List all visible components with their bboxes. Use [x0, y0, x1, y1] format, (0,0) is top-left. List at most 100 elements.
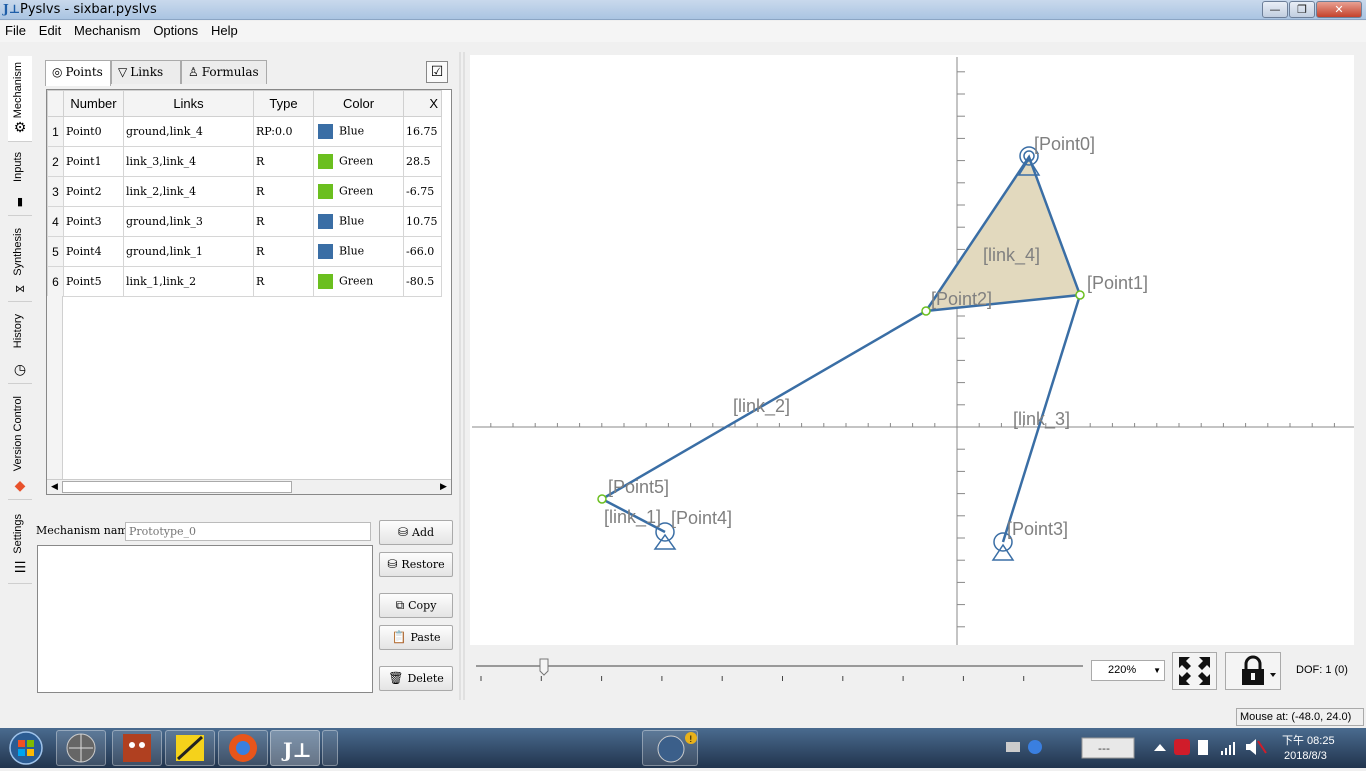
restore-button[interactable]: ⛁ Restore [379, 552, 453, 577]
paste-button[interactable]: 📋 Paste [379, 625, 453, 650]
menu-options[interactable]: Options [153, 23, 199, 38]
row-number[interactable]: 4 [47, 206, 64, 237]
start-button[interactable] [4, 730, 48, 766]
taskbar-app-2[interactable] [112, 730, 162, 766]
sidetab-settings[interactable]: Settings ☰ [8, 508, 32, 584]
column-header[interactable]: X [403, 90, 442, 117]
menu-mechanism[interactable]: Mechanism [74, 23, 141, 38]
taskbar-app-4[interactable] [218, 730, 268, 766]
scroll-thumb[interactable] [62, 481, 292, 493]
row-number[interactable]: 6 [47, 266, 64, 297]
menu-help[interactable]: Help [210, 23, 238, 38]
row-number[interactable]: 2 [47, 146, 64, 177]
table-row[interactable]: 6 Point5 link_1,link_2 R Green -80.5 [47, 266, 442, 297]
row-number[interactable]: 1 [47, 116, 64, 147]
select-mode-button[interactable]: ☑ [426, 61, 448, 83]
ground-joint-point0[interactable] [1017, 146, 1041, 176]
zoom-slider[interactable] [474, 656, 1086, 686]
copy-button[interactable]: ⧉ Copy [379, 593, 453, 618]
cell-number[interactable]: Point2 [63, 176, 124, 207]
zoom-to-fit-button[interactable] [1172, 652, 1217, 690]
joint-point5[interactable] [597, 494, 607, 504]
column-header[interactable]: Number [63, 90, 124, 117]
joint-point1[interactable] [1075, 290, 1085, 300]
cell-number[interactable]: Point1 [63, 146, 124, 177]
tab-links[interactable]: ▽ Links [111, 60, 181, 84]
column-header[interactable]: Links [123, 90, 254, 117]
close-button[interactable]: ✕ [1316, 1, 1362, 18]
cell-type[interactable]: R [253, 236, 314, 267]
ground-joint-point4[interactable] [653, 522, 677, 550]
menu-file[interactable]: File [5, 23, 26, 38]
cell-links[interactable]: ground,link_1 [123, 236, 254, 267]
cell-number[interactable]: Point3 [63, 206, 124, 237]
taskbar-scroll[interactable] [322, 730, 338, 766]
table-row[interactable]: 2 Point1 link_3,link_4 R Green 28.5 [47, 146, 442, 177]
taskbar-app-3[interactable] [165, 730, 215, 766]
clock-date[interactable]: 2018/8/3 [1284, 750, 1327, 762]
sidetab-version-control[interactable]: Version Control ◆ [8, 390, 32, 500]
mechanism-list[interactable] [37, 545, 373, 693]
mechanism-canvas[interactable]: [Point0] [Point1] [Point2] [Point3] [Poi… [470, 55, 1354, 645]
cell-number[interactable]: Point0 [63, 116, 124, 147]
taskbar-notification-app[interactable]: ! [642, 730, 698, 766]
cell-number[interactable]: Point5 [63, 266, 124, 297]
cell-x[interactable]: -66.0 [403, 236, 442, 267]
canvas-drawing[interactable]: [Point0] [Point1] [Point2] [Point3] [Poi… [470, 55, 1354, 645]
maximize-button[interactable]: ❐ [1289, 1, 1315, 18]
row-number[interactable]: 3 [47, 176, 64, 207]
delete-button[interactable]: 🗑 Delete [379, 666, 453, 691]
cell-type[interactable]: R [253, 146, 314, 177]
column-header[interactable]: Color [313, 90, 404, 117]
tab-points[interactable]: ◎ Points [45, 60, 111, 86]
tab-formulas[interactable]: ♙ Formulas [181, 60, 267, 84]
sidetab-synthesis[interactable]: Synthesis ⋈ [8, 222, 32, 302]
row-number[interactable]: 5 [47, 236, 64, 267]
horizontal-scrollbar[interactable]: ◀ ▶ [47, 479, 451, 494]
sidetab-inputs[interactable]: Inputs ▮ [8, 146, 32, 216]
cell-links[interactable]: link_3,link_4 [123, 146, 254, 177]
cell-type[interactable]: R [253, 206, 314, 237]
cell-color[interactable]: Blue [313, 236, 404, 267]
column-header[interactable]: Type [253, 90, 314, 117]
cell-type[interactable]: RP:0.0 [253, 116, 314, 147]
cell-links[interactable]: link_1,link_2 [123, 266, 254, 297]
minimize-button[interactable]: — [1262, 1, 1288, 18]
link-4-polygon[interactable] [923, 154, 1082, 313]
ground-joint-point3[interactable] [991, 532, 1015, 561]
link-2-bar[interactable] [601, 309, 927, 501]
cell-color[interactable]: Blue [313, 116, 404, 147]
table-row[interactable]: 1 Point0 ground,link_4 RP:0.0 Blue 16.75 [47, 116, 442, 147]
zoom-select[interactable]: 220% ▼ [1091, 660, 1165, 681]
mechanism-name-input[interactable] [125, 522, 371, 541]
table-row[interactable]: 4 Point3 ground,link_3 R Blue 10.75 [47, 206, 442, 237]
cell-x[interactable]: 10.75 [403, 206, 442, 237]
cell-color[interactable]: Green [313, 266, 404, 297]
lock-view-button[interactable] [1225, 652, 1281, 690]
scroll-right-icon[interactable]: ▶ [440, 482, 447, 492]
sidetab-history[interactable]: History ◷ [8, 308, 32, 384]
sidetab-mechanism[interactable]: Mechanism ⚙ [8, 56, 32, 142]
cell-color[interactable]: Blue [313, 206, 404, 237]
cell-x[interactable]: 16.75 [403, 116, 442, 147]
table-row[interactable]: 3 Point2 link_2,link_4 R Green -6.75 [47, 176, 442, 207]
table-row[interactable]: 5 Point4 ground,link_1 R Blue -66.0 [47, 236, 442, 267]
menu-edit[interactable]: Edit [38, 23, 62, 38]
header-corner[interactable] [47, 90, 64, 117]
cell-color[interactable]: Green [313, 146, 404, 177]
link-3-bar[interactable] [1001, 294, 1082, 543]
cell-links[interactable]: link_2,link_4 [123, 176, 254, 207]
cell-number[interactable]: Point4 [63, 236, 124, 267]
scroll-left-icon[interactable]: ◀ [51, 482, 58, 492]
cell-x[interactable]: 28.5 [403, 146, 442, 177]
cell-x[interactable]: -80.5 [403, 266, 442, 297]
clock-time[interactable]: 下午 08:25 [1282, 735, 1335, 747]
link-1-bar[interactable] [601, 497, 666, 534]
cell-type[interactable]: R [253, 176, 314, 207]
cell-links[interactable]: ground,link_3 [123, 206, 254, 237]
cell-x[interactable]: -6.75 [403, 176, 442, 207]
taskbar-app-pyslvs[interactable]: J⊥ [270, 730, 320, 766]
panel-splitter[interactable] [458, 52, 466, 700]
taskbar-app-1[interactable] [56, 730, 106, 766]
add-button[interactable]: ⛁ Add [379, 520, 453, 545]
